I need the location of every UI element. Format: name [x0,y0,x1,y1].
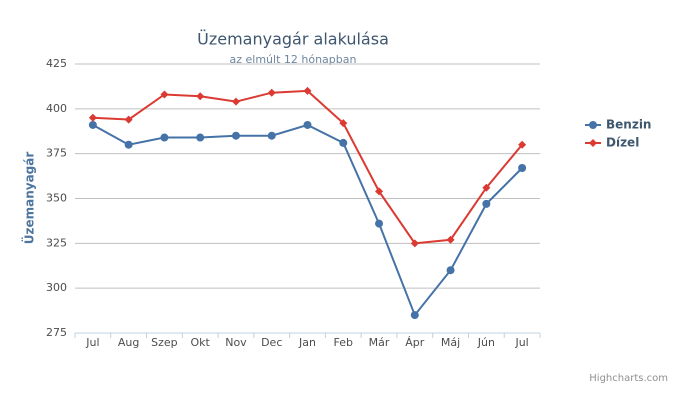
x-tick-label: Máj [441,336,460,349]
y-tick-label: 400 [46,102,67,115]
y-tick-label: 275 [46,326,67,339]
point-marker [518,164,527,173]
legend-marker [589,121,597,129]
x-tick-label: Jul [514,336,528,349]
chart-title: Üzemanyagár alakulása [197,30,389,49]
point-marker [339,119,348,128]
x-tick-label: Nov [225,336,247,349]
point-marker [196,133,205,142]
point-marker [339,138,348,147]
point-marker [160,133,169,142]
y-tick-label: 375 [46,147,67,160]
y-tick-label: 300 [46,281,67,294]
point-marker [303,86,312,95]
point-marker [196,92,205,101]
y-tick-label: 325 [46,236,67,249]
point-marker [303,120,312,129]
y-tick-label: 425 [46,57,67,70]
legend-label[interactable]: Benzin [606,118,651,132]
point-marker [267,131,276,140]
credits[interactable]: Highcharts.com [589,373,668,384]
x-tick-label: Már [369,336,390,349]
point-marker [88,113,97,122]
x-tick-label: Jul [85,336,99,349]
x-tick-label: Jún [477,336,495,349]
point-marker [231,97,240,106]
x-tick-label: Aug [118,336,139,349]
y-tick-label: 350 [46,192,67,205]
point-marker [375,187,384,196]
series-line [92,89,523,245]
point-marker [231,131,240,140]
x-tick-label: Ápr [405,336,425,349]
x-tick-label: Jan [298,336,316,349]
point-marker [446,235,455,244]
point-marker [88,120,97,129]
x-tick-label: Feb [334,336,353,349]
point-marker [267,88,276,97]
x-tick-label: Szep [151,336,178,349]
x-tick-label: Dec [261,336,282,349]
point-marker [124,115,133,124]
point-marker [124,140,133,149]
point-marker [482,183,491,192]
chart-subtitle: az elmúlt 12 hónapban [230,53,357,66]
point-marker [518,140,527,149]
legend-label[interactable]: Dízel [606,136,639,150]
point-marker [410,239,419,248]
point-marker [410,311,419,320]
x-tick-label: Okt [191,336,211,349]
point-marker [375,219,384,228]
y-axis-title: Üzemanyagár [22,152,37,245]
point-marker [482,199,491,208]
point-marker [160,90,169,99]
point-marker [446,266,455,275]
legend-marker [589,139,597,147]
